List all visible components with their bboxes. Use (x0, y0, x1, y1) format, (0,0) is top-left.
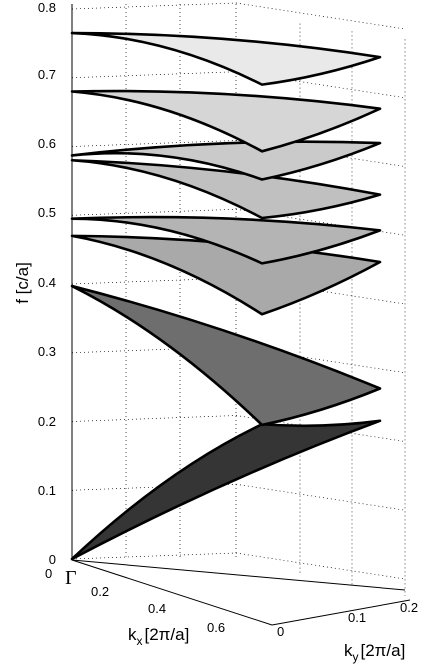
y-axis-label-unit: [2π/a] (361, 641, 406, 660)
grid-line (71, 208, 237, 216)
grid-line (71, 71, 237, 79)
x-tick-label: 0 (45, 566, 52, 581)
band-surface-4 (70, 215, 382, 265)
y-tick-labels: 0 0.1 0.2 (277, 600, 418, 639)
band-surface-8 (70, 31, 382, 86)
grid-line (235, 552, 406, 580)
kx-axis-line (71, 559, 273, 626)
band-surface-5 (70, 158, 382, 220)
x-tick-label: 0.2 (91, 584, 109, 599)
y-tick-label: 0.2 (400, 600, 418, 615)
grid-line (71, 2, 237, 10)
x-tick-label: 0.4 (148, 601, 166, 616)
grid-line (235, 2, 406, 30)
y-tick-label: 0.1 (348, 610, 366, 625)
z-tick-label: 0.8 (38, 0, 56, 15)
z-tick-label: 0.2 (38, 414, 56, 429)
floor-diagonal-line (71, 559, 406, 591)
grid-line (71, 552, 237, 560)
grid-line (235, 483, 406, 511)
band-surface-6 (70, 140, 382, 181)
y-tick-label: 0 (277, 624, 284, 639)
y-axis-label-subscript: y (353, 650, 359, 664)
x-axis-label: kx [2π/a] (128, 625, 189, 648)
band-surface-1 (70, 419, 382, 561)
z-tick-labels: 0 0.1 0.2 0.3 0.4 0.5 0.6 0.7 0.8 (38, 0, 56, 567)
band-surfaces (70, 31, 382, 561)
z-tick-label: 0 (49, 552, 56, 567)
z-tick-label: 0.6 (38, 136, 56, 151)
ky-axis-line (271, 599, 411, 626)
grid-line (71, 140, 237, 147)
z-tick-label: 0.4 (38, 275, 56, 290)
z-tick-label: 0.1 (38, 483, 56, 498)
x-axis-label-subscript: x (137, 634, 143, 648)
y-axis-label-base: k (344, 641, 353, 660)
y-axis-label: ky [2π/a] (344, 641, 405, 664)
grid-line (71, 415, 237, 422)
band-surface-2 (70, 284, 382, 427)
x-tick-label: 0.6 (207, 620, 225, 635)
z-axis-label: f [c/a] (13, 262, 32, 304)
z-tick-label: 0.7 (38, 67, 56, 82)
axes (71, 4, 411, 626)
x-axis-label-base: k (128, 625, 137, 644)
gamma-point-label: Γ (65, 567, 77, 589)
x-axis-label-unit: [2π/a] (145, 625, 190, 644)
z-tick-label: 0.5 (38, 205, 56, 220)
band-surface-7 (70, 89, 382, 153)
z-tick-label: 0.3 (38, 344, 56, 359)
x-tick-labels: 0 0.2 0.4 0.6 (45, 566, 225, 635)
